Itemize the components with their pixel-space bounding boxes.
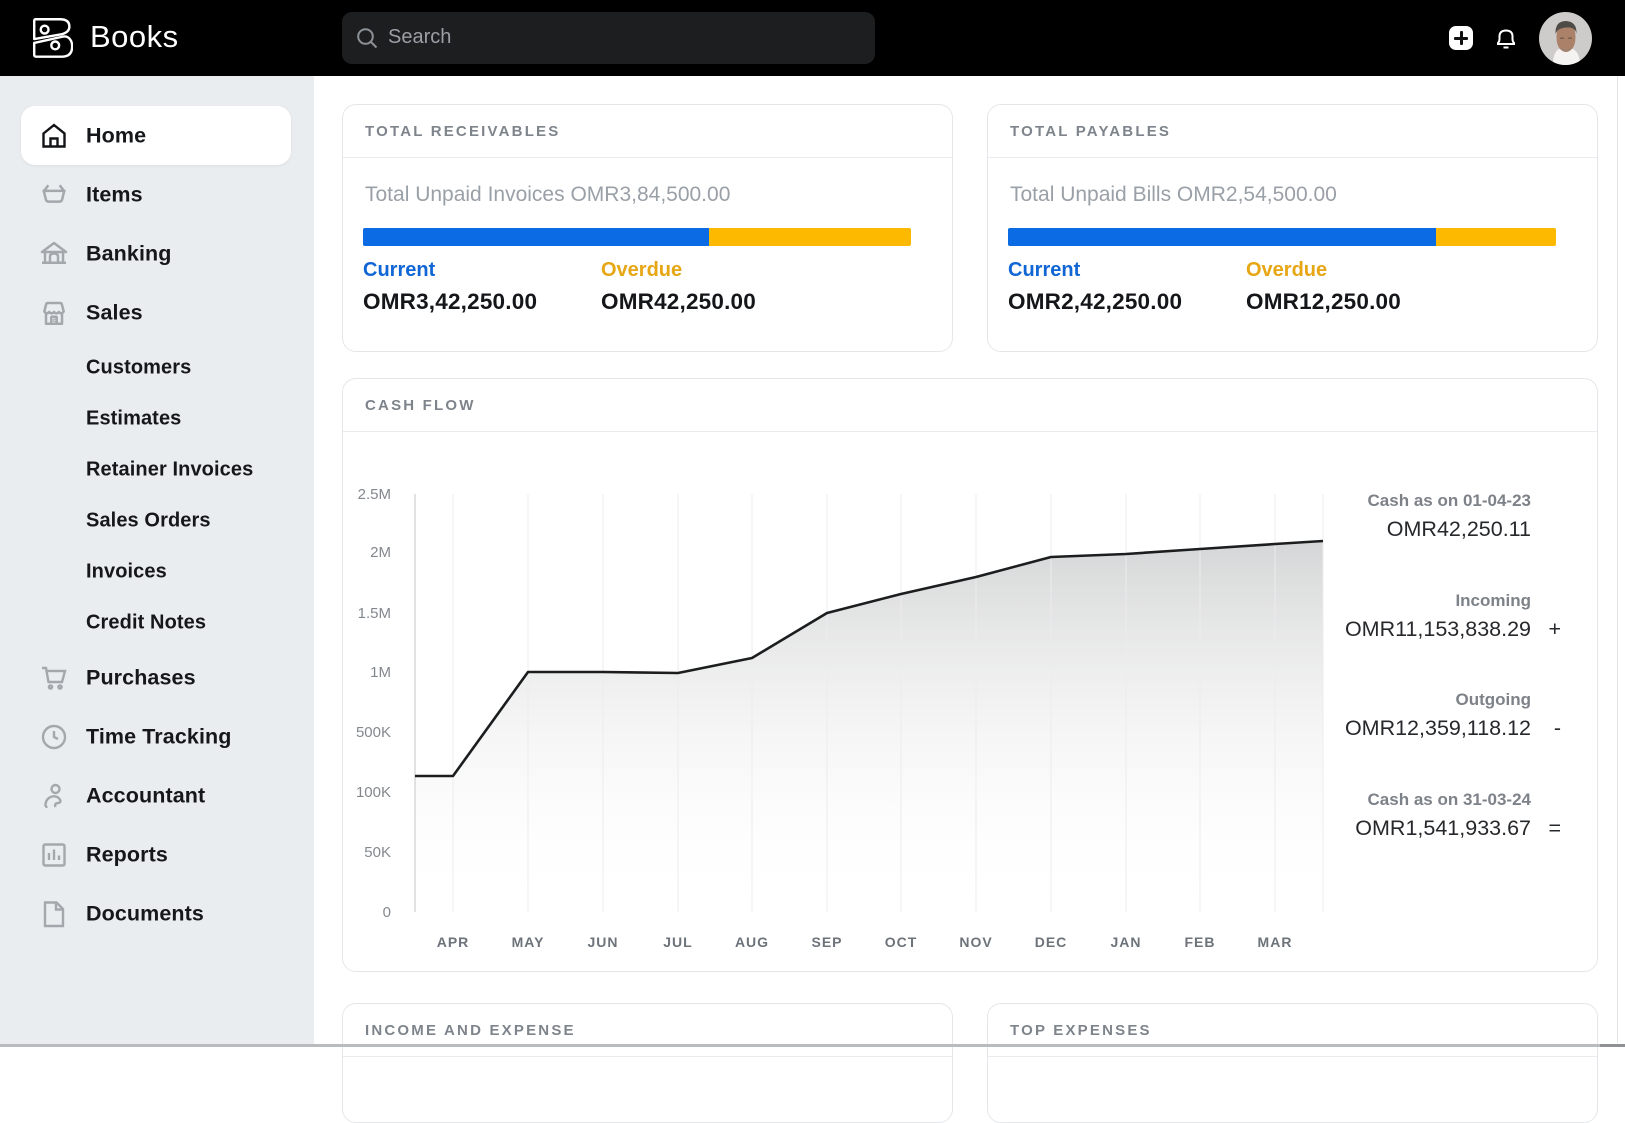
- svg-text:100K: 100K: [356, 784, 391, 801]
- svg-text:0: 0: [383, 904, 391, 921]
- svg-text:1.5M: 1.5M: [358, 605, 391, 622]
- svg-text:NOV: NOV: [959, 934, 992, 950]
- svg-text:MAR: MAR: [1258, 934, 1293, 950]
- svg-text:OCT: OCT: [885, 934, 918, 950]
- svg-text:50K: 50K: [364, 844, 391, 861]
- svg-text:2.5M: 2.5M: [358, 486, 391, 503]
- svg-text:SEP: SEP: [811, 934, 842, 950]
- svg-text:FEB: FEB: [1185, 934, 1216, 950]
- svg-text:AUG: AUG: [735, 934, 769, 950]
- svg-text:500K: 500K: [356, 724, 391, 741]
- svg-text:JUL: JUL: [663, 934, 692, 950]
- svg-text:2M: 2M: [370, 544, 391, 561]
- svg-text:MAY: MAY: [512, 934, 545, 950]
- svg-text:JAN: JAN: [1110, 934, 1141, 950]
- svg-text:APR: APR: [437, 934, 470, 950]
- svg-text:JUN: JUN: [587, 934, 618, 950]
- svg-text:1M: 1M: [370, 664, 391, 681]
- svg-text:DEC: DEC: [1035, 934, 1068, 950]
